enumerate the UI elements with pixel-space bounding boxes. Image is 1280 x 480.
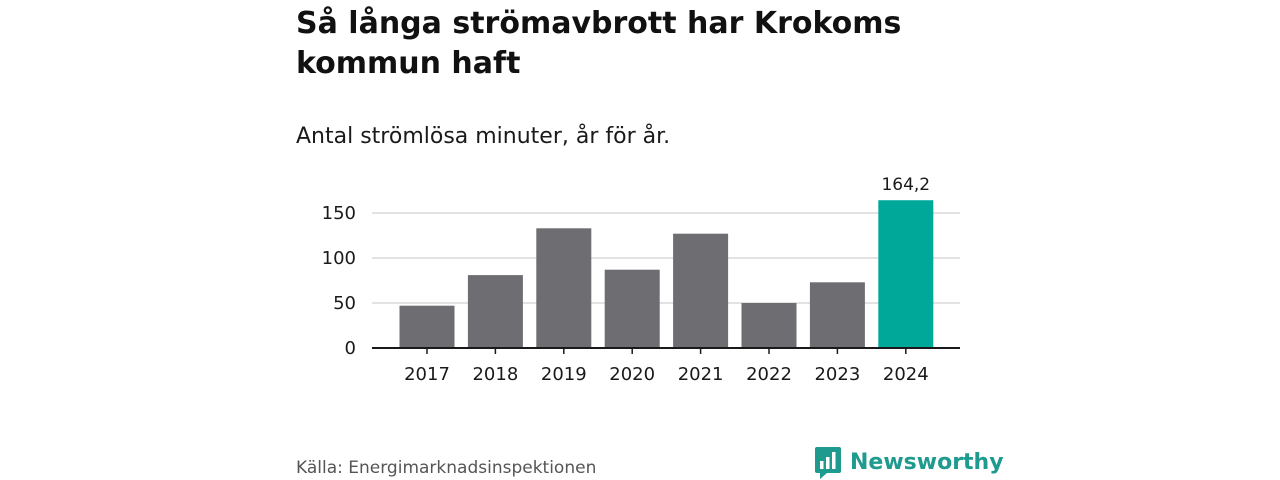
x-tick-label: 2017 xyxy=(404,364,450,385)
bar-2024 xyxy=(878,200,934,348)
y-tick-label: 150 xyxy=(322,203,356,224)
brand-logo: Newsworthy xyxy=(814,446,1004,480)
bar-2019 xyxy=(536,228,592,348)
gridlines xyxy=(372,212,960,304)
y-tick-label: 0 xyxy=(345,338,356,359)
y-tick-label: 100 xyxy=(322,248,356,269)
bar-2022 xyxy=(741,303,797,348)
x-tick-label: 2024 xyxy=(883,364,929,385)
axes xyxy=(372,347,960,354)
chart-subtitle: Antal strömlösa minuter, år för år. xyxy=(296,124,671,149)
bar-2018 xyxy=(467,275,523,348)
bar-2017 xyxy=(399,305,455,348)
x-tick-label: 2018 xyxy=(472,364,518,385)
x-tick-label: 2020 xyxy=(609,364,655,385)
bars xyxy=(399,200,934,348)
labels: 0 50 100 150 2017 2018 2019 2020 2021 2022 2023 202… xyxy=(322,175,930,385)
bar-2021 xyxy=(673,233,729,348)
source-note: Källa: Energimarknadsinspektionen xyxy=(296,458,597,478)
chart-title: Så långa strömavbrott har Krokoms kommun… xyxy=(296,6,902,81)
x-tick-label: 2021 xyxy=(678,364,724,385)
data-label: 164,2 xyxy=(881,175,930,195)
x-tick-label: 2019 xyxy=(541,364,587,385)
bar-chart: 0 50 100 150 2017 2018 2019 2020 2021 2022 2023 202… xyxy=(322,175,960,385)
x-tick-label: 2023 xyxy=(814,364,860,385)
bar-2020 xyxy=(604,269,660,348)
bar-chart-speech-bubble-icon xyxy=(815,447,841,479)
bar-2023 xyxy=(809,282,865,348)
x-tick-label: 2022 xyxy=(746,364,792,385)
brand-name: Newsworthy xyxy=(850,450,1004,475)
y-tick-label: 50 xyxy=(333,293,356,314)
